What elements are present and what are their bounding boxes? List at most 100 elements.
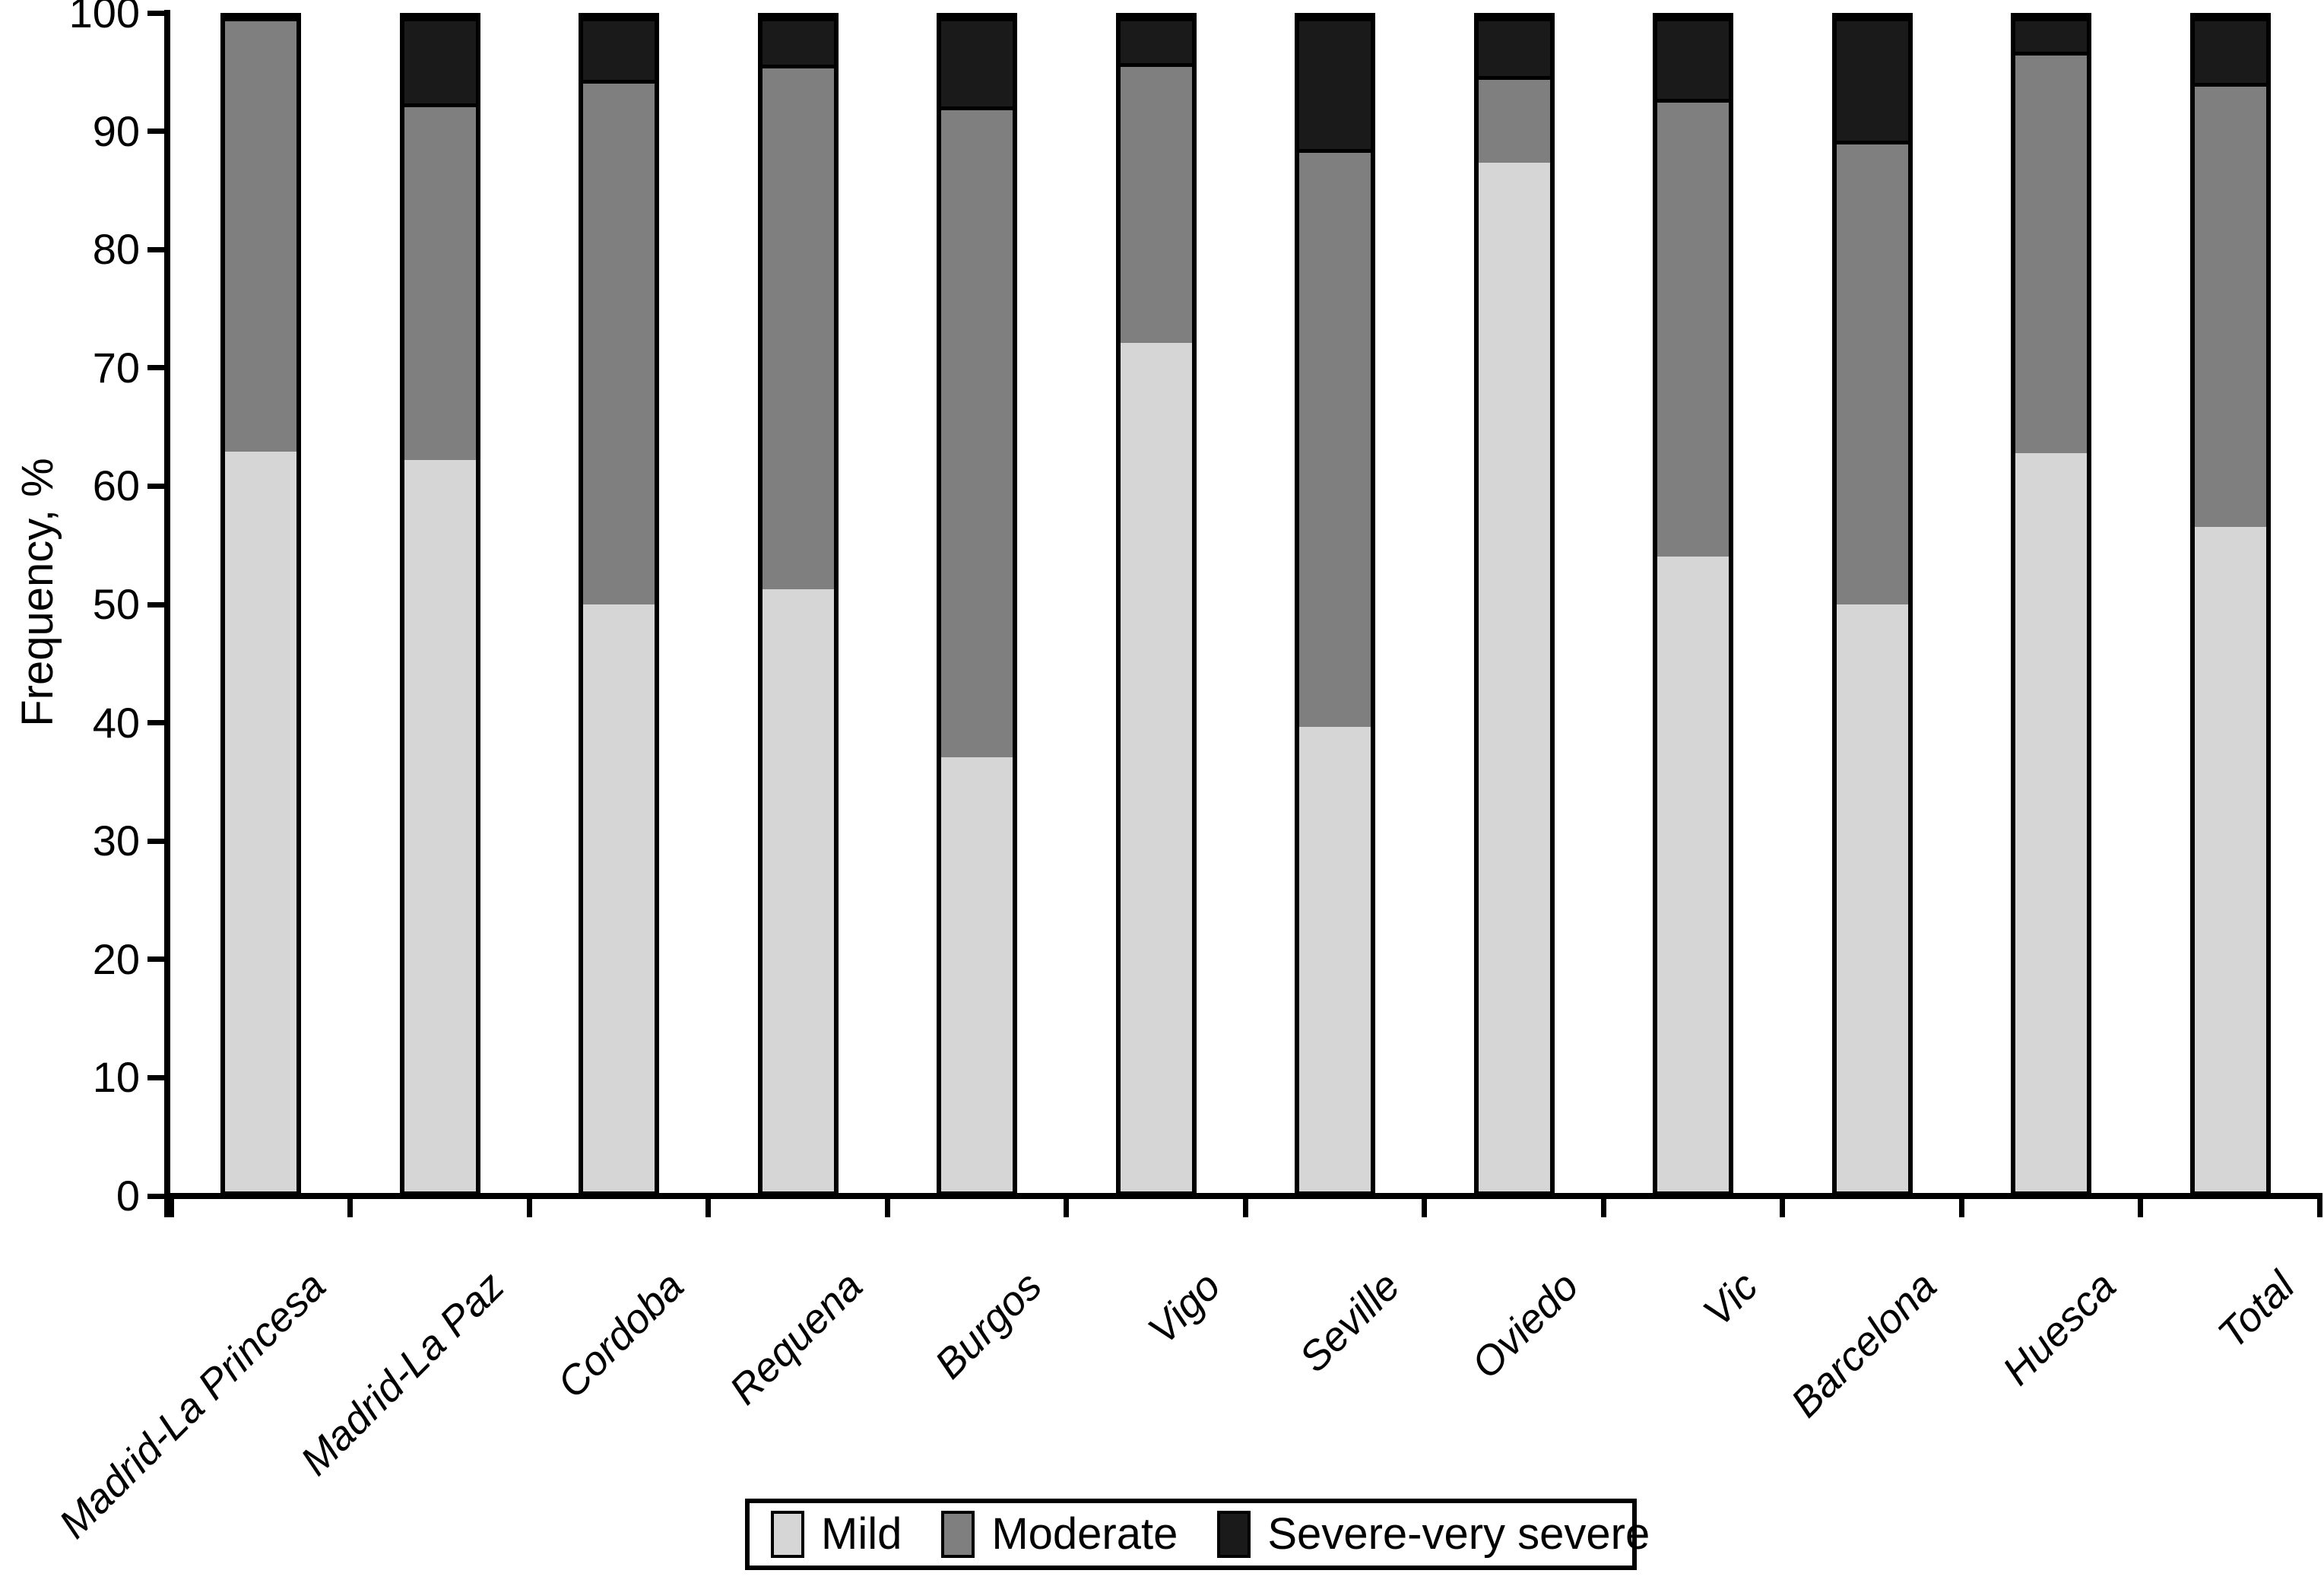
bar-burgos (937, 13, 1017, 1196)
legend-label-severe-very-severe: Severe-very severe (1267, 1509, 1650, 1559)
x-tick-5 (1064, 1196, 1070, 1217)
bar-segment-moderate (404, 103, 476, 461)
bar-segment-severe-very-severe (1836, 17, 1908, 141)
bar-segment-mild (762, 588, 834, 1191)
x-tick-10 (1958, 1196, 1964, 1217)
bar-barcelona (1831, 13, 1913, 1196)
bar-segment-moderate (1120, 63, 1192, 343)
bar-segment-mild (1120, 342, 1192, 1191)
legend: Mild Moderate Severe-very severe (745, 1499, 1650, 1570)
bar-vic (1653, 13, 1733, 1196)
y-tick-20 (147, 956, 167, 963)
x-category-label-barcelona: Barcelona (1782, 1263, 1946, 1426)
bar-huesca (2011, 13, 2091, 1196)
y-tick-label-30: 30 (92, 817, 140, 865)
x-category-label-vigo: Vigo (1140, 1263, 1230, 1353)
x-tick-7 (1422, 1196, 1428, 1217)
bar-segment-severe-very-severe (1478, 17, 1550, 77)
legend-label-mild: Mild (821, 1509, 902, 1559)
x-category-label-huesca: Huesca (1993, 1263, 2125, 1394)
bar-segment-severe-very-severe (1299, 17, 1371, 149)
bar-segment-moderate (2194, 83, 2266, 528)
y-tick-label-0: 0 (116, 1172, 140, 1220)
bar-segment-severe-very-severe (762, 17, 834, 65)
y-tick-label-40: 40 (92, 698, 140, 747)
bar-segment-mild (1836, 604, 1908, 1191)
y-tick-60 (147, 483, 167, 489)
y-tick-70 (147, 365, 167, 371)
bar-vigo (1115, 13, 1197, 1196)
bar-segment-mild (2194, 527, 2266, 1191)
y-tick-90 (147, 128, 167, 135)
bar-segment-mild (583, 604, 655, 1191)
bar-segment-mild (1299, 726, 1371, 1191)
bar-madrid-la-paz (399, 13, 480, 1196)
y-tick-0 (147, 1193, 167, 1199)
bar-oviedo (1473, 13, 1555, 1196)
y-tick-label-50: 50 (92, 580, 140, 628)
x-category-label-total: Total (2209, 1263, 2304, 1358)
bar-seville (1295, 13, 1375, 1196)
y-tick-label-60: 60 (92, 462, 140, 510)
bar-segment-mild (1478, 163, 1550, 1191)
bar-madrid-la-princesa (220, 13, 301, 1196)
y-tick-label-20: 20 (92, 934, 140, 983)
x-tick-1 (347, 1196, 354, 1217)
bar-segment-mild (2015, 452, 2087, 1191)
bar-segment-severe-very-severe (2015, 17, 2087, 52)
x-category-label-cordoba: Cordoba (548, 1263, 693, 1407)
x-tick-3 (705, 1196, 712, 1217)
y-tick-80 (147, 246, 167, 252)
bar-segment-moderate (1657, 98, 1729, 557)
bar-segment-moderate (583, 79, 655, 604)
bar-segment-mild (404, 460, 476, 1191)
x-category-label-seville: Seville (1290, 1263, 1409, 1382)
x-category-label-oviedo: Oviedo (1463, 1263, 1588, 1388)
bar-segment-severe-very-severe (583, 17, 655, 80)
bar-segment-severe-very-severe (2194, 17, 2266, 84)
bar-segment-moderate (1478, 76, 1550, 163)
y-tick-40 (147, 720, 167, 726)
y-tick-label-100: 100 (68, 0, 140, 36)
bar-segment-severe-very-severe (1657, 17, 1729, 99)
bar-segment-moderate (1299, 148, 1371, 727)
x-tick-12 (2316, 1196, 2322, 1217)
bar-segment-mild (941, 757, 1013, 1191)
x-tick-2 (526, 1196, 532, 1217)
y-tick-label-90: 90 (92, 106, 140, 155)
legend-item-severe-very-severe: Severe-very severe (1217, 1511, 1650, 1558)
bar-segment-mild (1657, 556, 1729, 1191)
bar-segment-moderate (2015, 51, 2087, 453)
x-tick-0 (168, 1196, 174, 1217)
x-category-label-requena: Requena (721, 1263, 872, 1413)
bar-segment-moderate (1836, 141, 1908, 604)
y-axis-line (164, 10, 170, 1217)
legend-label-moderate: Moderate (991, 1509, 1178, 1559)
bar-segment-severe-very-severe (1120, 17, 1192, 64)
x-tick-8 (1600, 1196, 1606, 1217)
legend-swatch-moderate (941, 1511, 975, 1558)
y-tick-100 (147, 10, 167, 16)
x-category-label-madrid-la-princesa: Madrid-La Princesa (50, 1263, 334, 1547)
x-tick-6 (1242, 1196, 1248, 1217)
y-tick-label-70: 70 (92, 343, 140, 392)
bar-segment-severe-very-severe (941, 17, 1013, 107)
bar-segment-moderate (762, 64, 834, 589)
y-tick-30 (147, 838, 167, 844)
legend-item-mild: Mild (771, 1511, 902, 1558)
x-tick-9 (1780, 1196, 1786, 1217)
x-tick-4 (884, 1196, 890, 1217)
bar-segment-moderate (225, 17, 296, 452)
x-category-label-burgos: Burgos (926, 1263, 1051, 1388)
x-tick-11 (2138, 1196, 2144, 1217)
bar-total (2189, 13, 2271, 1196)
legend-swatch-mild (771, 1511, 804, 1558)
legend-swatch-severe-very-severe (1217, 1511, 1251, 1558)
y-tick-label-80: 80 (92, 225, 140, 274)
bar-requena (757, 13, 839, 1196)
bar-segment-mild (225, 452, 296, 1191)
y-tick-10 (147, 1074, 167, 1080)
y-tick-label-10: 10 (92, 1053, 140, 1102)
bar-segment-severe-very-severe (404, 17, 476, 103)
x-category-label-vic: Vic (1694, 1263, 1767, 1336)
